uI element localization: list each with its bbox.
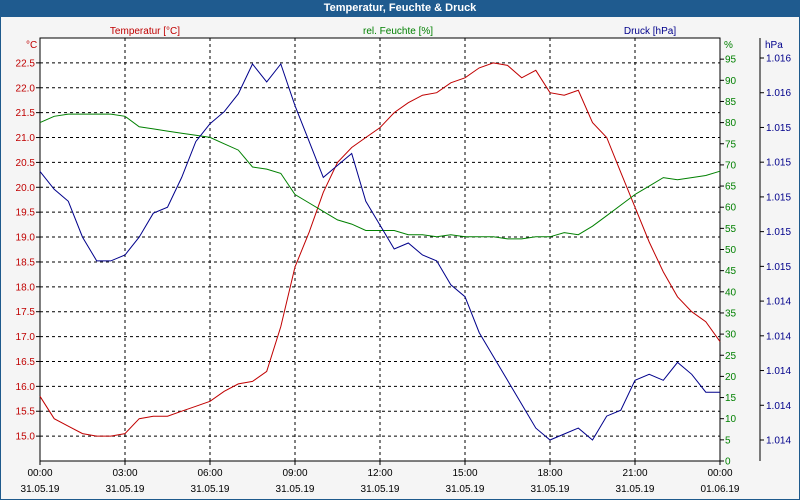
pressure-tick-label: 1.015 [766,192,791,203]
temperature-tick-label: 15.0 [16,432,36,443]
temperature-tick-label: 17.5 [16,307,36,318]
humidity-tick-label: 80 [725,118,737,129]
humidity-tick-label: 40 [725,287,737,298]
humidity-tick-label: 50 [725,245,737,256]
pressure-tick-label: 1.014 [766,401,791,412]
humidity-tick-label: 25 [725,351,737,362]
humidity-tick-label: 60 [725,203,737,214]
x-tick-date: 31.05.19 [361,484,400,495]
humidity-tick-label: 70 [725,160,737,171]
pressure-tick-label: 1.014 [766,366,791,377]
x-tick-time: 00:00 [27,468,52,479]
temperature-tick-label: 16.5 [16,357,36,368]
x-tick-time: 12:00 [367,468,392,479]
x-tick-time: 18:00 [537,468,562,479]
series-lines [39,62,721,441]
temperature-tick-label: 16.0 [16,382,36,393]
x-tick-time: 15:00 [452,468,477,479]
x-tick-date: 31.05.19 [191,484,230,495]
humidity-tick-label: 45 [725,266,737,277]
humidity-tick-label: 0 [725,457,731,468]
humidity-tick-label: 55 [725,224,737,235]
temperature-tick-label: 15.5 [16,407,36,418]
temperature-tick-label: 22.0 [16,83,36,94]
humidity-tick-label: 65 [725,182,737,193]
humidity-tick-label: 75 [725,139,737,150]
pressure-unit: hPa [765,40,783,51]
humidity-tick-label: 85 [725,97,737,108]
x-tick-time: 00:00 [707,468,732,479]
pressure-tick-label: 1.014 [766,436,791,447]
pressure-tick-label: 1.015 [766,158,791,169]
humidity-tick-label: 90 [725,76,737,87]
humidity-tick-label: 30 [725,330,737,341]
temperature-tick-label: 19.0 [16,233,36,244]
series-line-humidity [39,113,721,240]
pressure-tick-label: 1.016 [766,88,791,99]
x-tick-time: 21:00 [622,468,647,479]
x-tick-date: 01.06.19 [701,484,740,495]
humidity-tick-label: 35 [725,308,737,319]
temperature-tick-label: 20.0 [16,183,36,194]
x-tick-time: 06:00 [197,468,222,479]
x-tick-date: 31.05.19 [21,484,60,495]
legend-pressure: Druck [hPa] [624,26,676,37]
temperature-tick-label: 22.5 [16,58,36,69]
x-tick-date: 31.05.19 [616,484,655,495]
series-line-pressure [39,62,720,441]
pressure-tick-label: 1.015 [766,227,791,238]
pressure-tick-label: 1.014 [766,297,791,308]
legend-temperature: Temperatur [°C] [110,26,180,37]
temperature-tick-label: 21.0 [16,133,36,144]
temperature-tick-label: 18.0 [16,282,36,293]
pressure-tick-label: 1.016 [766,54,791,65]
temperature-unit: °C [26,40,37,51]
legend-humidity: rel. Feuchte [%] [363,26,433,37]
x-tick-time: 03:00 [112,468,137,479]
humidity-tick-label: 10 [725,414,737,425]
humidity-tick-label: 5 [725,435,731,446]
x-tick-date: 31.05.19 [106,484,145,495]
temperature-tick-label: 21.5 [16,108,36,119]
x-tick-time: 09:00 [282,468,307,479]
temperature-tick-label: 17.0 [16,332,36,343]
temperature-tick-label: 19.5 [16,208,36,219]
humidity-tick-label: 95 [725,55,737,66]
series-line-temperature [39,62,721,437]
pressure-tick-label: 1.015 [766,262,791,273]
x-tick-date: 31.05.19 [446,484,485,495]
x-tick-date: 31.05.19 [276,484,315,495]
pressure-tick-label: 1.015 [766,123,791,134]
x-tick-date: 31.05.19 [531,484,570,495]
pressure-tick-label: 1.014 [766,331,791,342]
humidity-unit: % [724,40,733,51]
humidity-tick-label: 20 [725,372,737,383]
temperature-tick-label: 18.5 [16,257,36,268]
window-title: Temperatur, Feuchte & Druck [0,0,800,17]
temperature-tick-label: 20.5 [16,158,36,169]
humidity-tick-label: 15 [725,393,737,404]
tick-labels: 00:00 31.05.19 03:00 31.05.19 06:00 31.05.19 0… [16,54,792,496]
